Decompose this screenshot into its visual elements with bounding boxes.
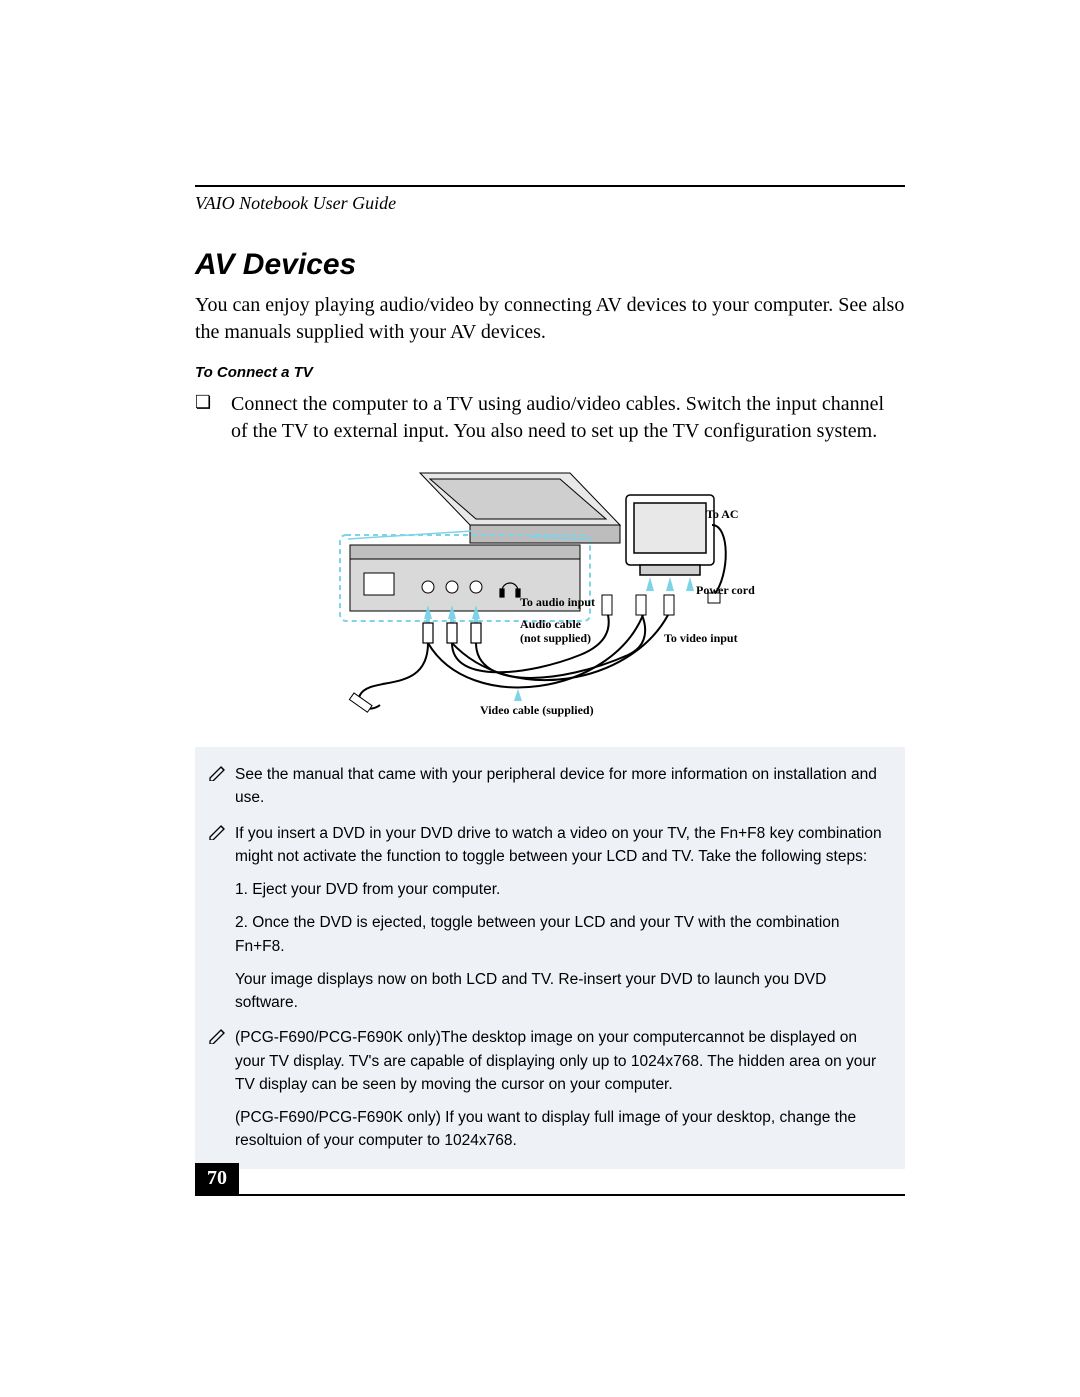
note-item: If you insert a DVD in your DVD drive to… — [209, 822, 887, 1015]
note-content: See the manual that came with your perip… — [235, 763, 887, 810]
pencil-icon — [209, 822, 235, 1015]
bullet-text: Connect the computer to a TV using audio… — [231, 391, 905, 445]
page-number: 70 — [195, 1163, 239, 1194]
pencil-icon — [209, 763, 235, 810]
note-text: 1. Eject your DVD from your computer. — [235, 878, 887, 901]
label-to-video-input: To video input — [664, 631, 738, 645]
note-item: See the manual that came with your perip… — [209, 763, 887, 810]
intro-paragraph: You can enjoy playing audio/video by con… — [195, 292, 905, 346]
label-video-cable: Video cable (supplied) — [480, 703, 594, 717]
sub-heading: To Connect a TV — [195, 364, 905, 381]
note-text: Your image displays now on both LCD and … — [235, 968, 887, 1015]
note-text: If you insert a DVD in your DVD drive to… — [235, 822, 887, 869]
label-audio-cable-1: Audio cable — [520, 617, 581, 631]
page-footer: 70 — [195, 1163, 905, 1196]
label-audio-cable-2: (not supplied) — [520, 631, 591, 645]
note-content: If you insert a DVD in your DVD drive to… — [235, 822, 887, 1015]
label-to-audio-input: To audio input — [520, 595, 595, 609]
bullet-item: ❏ Connect the computer to a TV using aud… — [195, 391, 905, 445]
note-text: See the manual that came with your perip… — [235, 763, 887, 810]
bullet-marker: ❏ — [195, 391, 231, 445]
note-item: (PCG-F690/PCG-F690K only)The desktop ima… — [209, 1026, 887, 1152]
note-text: 2. Once the DVD is ejected, toggle betwe… — [235, 911, 887, 958]
label-power-cord: Power cord — [696, 583, 755, 597]
section-title: AV Devices — [195, 248, 905, 282]
manual-page: VAIO Notebook User Guide AV Devices You … — [195, 185, 905, 1169]
label-to-ac: To AC — [706, 507, 739, 521]
connection-diagram: To AC Power cord To audio input Audio ca… — [310, 465, 790, 725]
note-text: (PCG-F690/PCG-F690K only)The desktop ima… — [235, 1026, 887, 1096]
footer-rule — [195, 1194, 905, 1196]
running-head: VAIO Notebook User Guide — [195, 193, 905, 214]
note-text: (PCG-F690/PCG-F690K only) If you want to… — [235, 1106, 887, 1153]
pencil-icon — [209, 1026, 235, 1152]
notes-box: See the manual that came with your perip… — [195, 747, 905, 1169]
note-content: (PCG-F690/PCG-F690K only)The desktop ima… — [235, 1026, 887, 1152]
top-rule — [195, 185, 905, 187]
